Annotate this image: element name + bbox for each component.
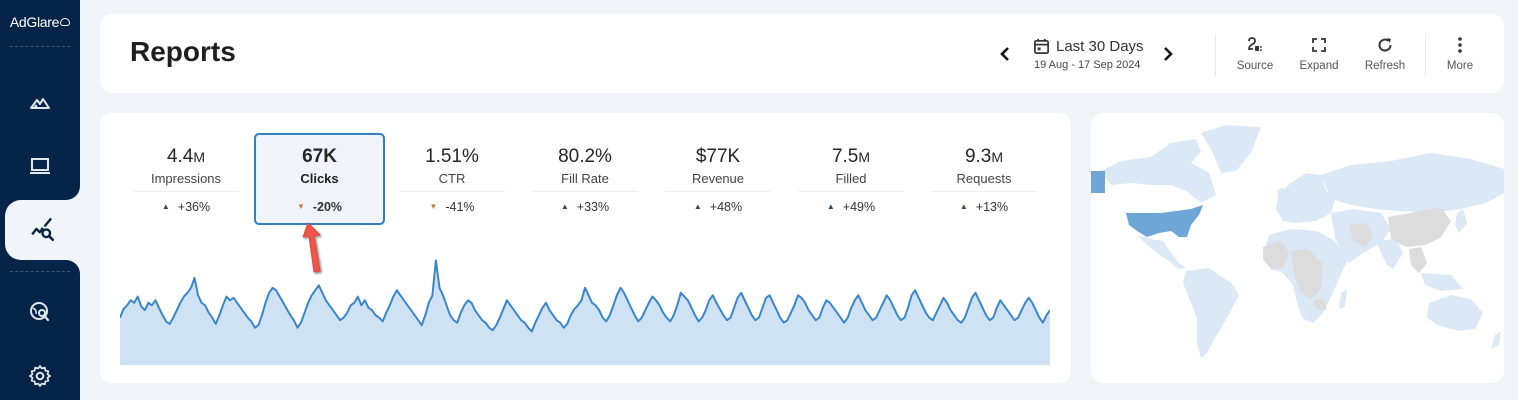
metric-filled[interactable]: 7.5M Filled ▲ +49%: [786, 133, 916, 225]
metric-impressions[interactable]: 4.4M Impressions ▲ +36%: [121, 133, 251, 225]
sidebar-item-settings[interactable]: [0, 348, 80, 400]
region-indonesia[interactable]: [1421, 273, 1463, 291]
chevron-left-icon: [1000, 47, 1009, 61]
date-range-picker[interactable]: Last 30 Days 19 Aug - 17 Sep 2024: [1033, 38, 1144, 71]
region-india[interactable]: [1376, 239, 1403, 269]
region-central-africa[interactable]: [1291, 249, 1323, 299]
region-australia[interactable]: [1427, 295, 1483, 331]
previous-period-button[interactable]: [995, 39, 1015, 69]
sidebar-item-reports[interactable]: [5, 200, 80, 260]
refresh-icon: [1378, 38, 1392, 52]
expand-button[interactable]: Expand: [1289, 36, 1349, 72]
region-united-states[interactable]: [1126, 205, 1203, 237]
region-iran[interactable]: [1349, 223, 1373, 247]
page-title: Reports: [130, 36, 236, 67]
world-map[interactable]: [1091, 113, 1504, 383]
sidebar: AdGlare: [0, 0, 80, 400]
region-alaska[interactable]: [1091, 171, 1105, 193]
expand-icon: [1312, 38, 1326, 52]
world-map-card: [1091, 113, 1504, 383]
plug-icon: [1248, 37, 1262, 51]
region-russia[interactable]: [1321, 153, 1504, 213]
source-button[interactable]: Source: [1225, 36, 1285, 72]
region-canada[interactable]: [1101, 139, 1216, 203]
region-europe[interactable]: [1276, 173, 1336, 223]
region-west-africa[interactable]: [1263, 241, 1289, 269]
trend-up-icon: ▲: [693, 202, 702, 211]
toolbar-divider: [1425, 34, 1426, 76]
metric-requests[interactable]: 9.3M Requests ▲ +13%: [919, 133, 1049, 225]
sidebar-item-global-search[interactable]: [0, 284, 80, 340]
sidebar-item-campaigns[interactable]: [0, 74, 80, 130]
trend-up-icon: ▲: [959, 202, 968, 211]
mountains-icon: [30, 98, 50, 109]
clicks-area-chart[interactable]: [120, 253, 1050, 365]
next-period-button[interactable]: [1158, 39, 1178, 69]
more-button[interactable]: More: [1430, 36, 1490, 72]
sidebar-divider: [10, 271, 70, 272]
header-card: Reports Last 30 Days 19 Aug - 17 Sep 202…: [100, 14, 1504, 93]
trend-down-icon: ▼: [429, 202, 438, 211]
cloud-icon: [60, 18, 71, 26]
region-japan[interactable]: [1455, 209, 1467, 233]
metric-fill-rate[interactable]: 80.2% Fill Rate ▲ +33%: [520, 133, 650, 225]
trend-up-icon: ▲: [560, 202, 569, 211]
trend-up-icon: ▲: [161, 202, 170, 211]
trend-down-icon: ▼: [296, 202, 305, 211]
annotation-arrow-icon: [302, 222, 321, 273]
region-mexico[interactable]: [1137, 235, 1186, 269]
sidebar-item-devices[interactable]: [0, 138, 80, 194]
date-range-label: Last 30 Days: [1056, 37, 1144, 55]
sidebar-divider: [10, 46, 70, 47]
metrics-card: 4.4M Impressions ▲ +36% 67K Clicks ▼ -20% …: [100, 113, 1071, 383]
metric-revenue[interactable]: $77K Revenue ▲ +48%: [653, 133, 783, 225]
region-new-zealand[interactable]: [1491, 331, 1501, 349]
region-southeast-asia[interactable]: [1409, 247, 1427, 273]
gear-icon: [29, 365, 51, 387]
region-uk[interactable]: [1277, 187, 1285, 201]
chevron-right-icon: [1163, 47, 1173, 61]
trend-up-icon: ▲: [826, 202, 835, 211]
region-south-america[interactable]: [1183, 268, 1239, 358]
refresh-button[interactable]: Refresh: [1355, 36, 1415, 72]
region-greenland[interactable]: [1201, 125, 1261, 173]
globe-search-icon: [30, 302, 50, 322]
laptop-icon: [30, 158, 50, 174]
metric-clicks[interactable]: 67K Clicks ▼ -20%: [254, 133, 385, 225]
region-southern-africa[interactable]: [1313, 297, 1327, 311]
metric-ctr[interactable]: 1.51% CTR ▼ -41%: [387, 133, 517, 225]
toolbar-divider: [1215, 34, 1216, 76]
logo[interactable]: AdGlare: [0, 14, 80, 30]
region-china[interactable]: [1388, 207, 1451, 247]
date-range-nav: Last 30 Days 19 Aug - 17 Sep 2024: [995, 32, 1178, 76]
date-range-dates: 19 Aug - 17 Sep 2024: [1034, 58, 1141, 71]
more-vertical-icon: [1458, 37, 1462, 53]
region-madagascar[interactable]: [1339, 289, 1347, 309]
analytics-search-icon: [30, 217, 54, 242]
calendar-icon: [1034, 38, 1049, 54]
